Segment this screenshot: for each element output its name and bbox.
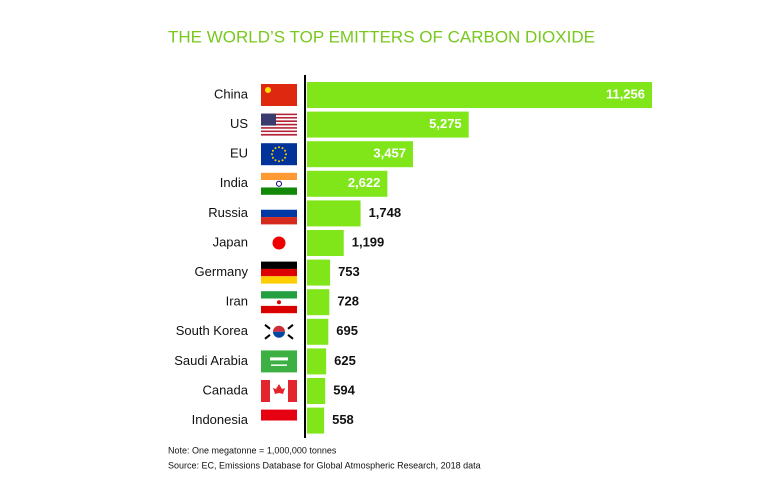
value-label: 695 (336, 323, 358, 338)
flag-part (261, 420, 297, 432)
flag-part (271, 156, 274, 159)
bar (307, 111, 469, 138)
flag-part (261, 209, 297, 218)
flag-part (261, 172, 297, 181)
flag-part (271, 149, 274, 152)
flag-part (261, 125, 297, 128)
flag-part (278, 160, 280, 163)
flag-part (284, 156, 287, 159)
flag-part (284, 149, 287, 152)
bar (307, 82, 652, 108)
category-label: Indonesia (192, 412, 249, 427)
flag-part (261, 113, 276, 126)
flag-part (272, 236, 286, 250)
flag-part (261, 120, 297, 123)
flag-part (261, 118, 297, 121)
bar (307, 289, 330, 316)
category-label: South Korea (176, 323, 249, 338)
value-label: 2,622 (348, 175, 381, 190)
category-label: Saudi Arabia (174, 353, 248, 368)
category-label: US (230, 116, 248, 131)
flag-part (281, 159, 284, 162)
category-label: India (220, 175, 249, 190)
bar (307, 348, 327, 375)
category-label: Canada (202, 382, 248, 397)
flag-part (261, 217, 297, 225)
flag-part (261, 261, 297, 269)
bar (307, 407, 325, 434)
flag-part (264, 324, 294, 340)
bar (307, 259, 331, 286)
bar (307, 200, 361, 227)
flag-part (274, 159, 277, 162)
flag-part (261, 122, 297, 124)
flag-part (261, 116, 297, 119)
flag-part (261, 127, 297, 129)
category-label: Germany (195, 264, 249, 279)
flag-part (261, 132, 297, 134)
flag-part (277, 300, 281, 305)
flag-part (261, 350, 297, 373)
category-label: China (214, 86, 249, 101)
flag-part (261, 276, 297, 284)
bar (307, 170, 388, 197)
source: Source: EC, Emissions Database for Globa… (168, 460, 481, 470)
value-label: 625 (334, 353, 356, 368)
flag-part (261, 84, 297, 106)
flag-part (288, 380, 297, 402)
flag-part (273, 325, 285, 332)
flag-part (261, 133, 297, 136)
flag-part (271, 364, 287, 366)
flag-part (261, 113, 297, 116)
flag-part (273, 384, 285, 397)
flag-part (261, 187, 297, 195)
value-label: 1,199 (352, 234, 385, 249)
bar (307, 318, 329, 345)
flag-part (285, 153, 287, 156)
value-label: 5,275 (429, 116, 462, 131)
value-label: 1,748 (369, 205, 402, 220)
flag-part (281, 147, 284, 150)
flag-part (261, 380, 270, 402)
flag-part (261, 409, 297, 421)
flag-part (270, 357, 288, 361)
bar (307, 378, 326, 404)
flag-part (273, 331, 285, 338)
flag-part (261, 130, 297, 133)
note: Note: One megatonne = 1,000,000 tonnes (168, 445, 337, 455)
category-label: Japan (213, 234, 248, 249)
bar (307, 141, 413, 168)
value-label: 11,256 (606, 86, 645, 101)
value-label: 3,457 (373, 146, 406, 161)
value-label: 728 (337, 294, 359, 309)
value-label: 558 (332, 412, 354, 427)
flag-part (261, 143, 297, 166)
value-label: 753 (338, 264, 360, 279)
chart-title: THE WORLD’S TOP EMITTERS OF CARBON DIOXI… (168, 27, 595, 46)
flag-part (261, 123, 297, 126)
category-label: Iran (226, 294, 248, 309)
category-label: Russia (208, 205, 249, 220)
flag-part (261, 202, 297, 210)
value-label: 594 (333, 382, 355, 397)
flag-part (276, 180, 282, 187)
flag-part (261, 305, 297, 314)
flag-part (261, 115, 297, 117)
category-label: EU (230, 146, 248, 161)
flag-part (278, 146, 280, 149)
flag-part (271, 153, 273, 156)
flag-part (261, 180, 297, 188)
flag-part (274, 147, 277, 150)
flag-part (265, 87, 271, 93)
flag-part (261, 268, 297, 277)
flag-part (261, 291, 297, 299)
bar (307, 230, 344, 256)
flag-part (261, 128, 297, 131)
